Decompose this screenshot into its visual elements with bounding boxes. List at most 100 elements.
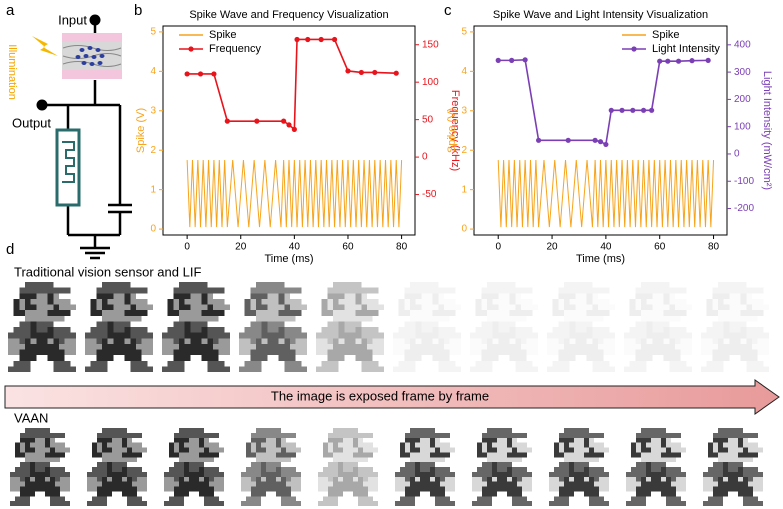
panel-label: c	[444, 2, 452, 19]
series-line	[187, 38, 397, 132]
data-point	[294, 36, 300, 43]
data-point	[640, 107, 647, 113]
x-tick-label: 0	[495, 242, 501, 253]
x-tick-label: 20	[546, 242, 558, 253]
data-point	[197, 71, 204, 77]
y-tick-label: 1	[461, 184, 467, 195]
panel-label: a	[6, 2, 15, 19]
data-point	[509, 57, 515, 63]
output-terminal	[36, 99, 48, 111]
y-tick-label: 0	[461, 224, 467, 235]
panel-label: d	[6, 241, 14, 258]
data-point	[649, 107, 655, 113]
data-point	[535, 137, 542, 143]
y-tick-label: 5	[461, 27, 467, 38]
data-point	[495, 57, 501, 63]
y-tick-label: 4	[461, 66, 467, 77]
y2-tick-label: 300	[734, 67, 751, 78]
chart-title: Spike Wave and Frequency Visualization	[189, 9, 388, 21]
data-point	[619, 107, 625, 113]
y-tick-label: 3	[150, 105, 156, 116]
data-point	[630, 107, 636, 113]
plot-frame	[473, 25, 728, 236]
x-tick-label: 60	[654, 242, 666, 253]
data-point	[305, 36, 311, 43]
data-point	[345, 68, 351, 74]
data-point	[331, 36, 338, 43]
chart-title: Spike Wave and Light Intensity Visualiza…	[493, 9, 708, 21]
y-tick-label: 3	[461, 105, 467, 116]
data-point	[224, 118, 230, 124]
y2-tick-label: 400	[734, 39, 751, 50]
panel-label: b	[134, 2, 142, 19]
y-tick-label: 0	[150, 224, 156, 235]
output-label: Output	[12, 115, 51, 130]
y2-tick-label: -200	[734, 203, 754, 214]
data-point	[358, 69, 364, 76]
data-point	[522, 57, 528, 63]
y2-tick-label: 0	[422, 152, 428, 163]
illumination-label: Illumination	[6, 44, 18, 100]
y2-tick-label: -50	[422, 189, 437, 200]
arrow	[4, 379, 780, 415]
sprite-row	[10, 428, 763, 506]
circuit	[42, 20, 132, 260]
y2-axis-label: Light Intensity (mW/cm²)	[761, 71, 773, 190]
legend-label: Frequency	[209, 43, 261, 55]
x-axis-label: Time (ms)	[576, 253, 625, 265]
x-tick-label: 20	[235, 242, 247, 253]
y2-tick-label: 50	[422, 114, 434, 125]
data-point	[254, 118, 260, 124]
x-tick-label: 60	[342, 242, 354, 253]
data-point	[372, 69, 378, 76]
data-point	[211, 71, 217, 77]
input-terminal	[89, 14, 101, 26]
y2-tick-label: 100	[422, 77, 439, 88]
data-point	[184, 71, 190, 77]
data-point	[675, 58, 682, 64]
y-tick-label: 5	[150, 27, 156, 38]
legend-marker	[631, 46, 637, 52]
arrow-label: The image is exposed frame by frame	[271, 388, 489, 403]
y-tick-label: 1	[150, 184, 156, 195]
legend-marker	[188, 46, 194, 52]
series-line	[498, 59, 709, 146]
data-point	[592, 137, 598, 143]
data-point	[318, 36, 324, 43]
legend-label: Light Intensity	[652, 43, 720, 55]
input-label: Input	[58, 12, 87, 27]
data-point	[608, 107, 614, 113]
y-tick-label: 2	[461, 145, 467, 156]
data-point	[705, 57, 711, 63]
row-label: VAAN	[14, 410, 48, 425]
y2-tick-label: -100	[734, 176, 754, 187]
y2-tick-label: 200	[734, 94, 751, 105]
x-tick-label: 0	[184, 242, 190, 253]
series-line	[497, 160, 715, 228]
legend-label: Spike	[209, 29, 237, 41]
data-point	[281, 118, 287, 124]
x-tick-label: 80	[396, 242, 408, 253]
data-point	[291, 126, 297, 132]
data-point	[565, 137, 571, 143]
y2-tick-label: 100	[734, 121, 751, 132]
data-point	[689, 58, 695, 64]
data-point	[393, 70, 399, 76]
x-tick-label: 40	[289, 242, 301, 253]
y2-axis-label: Frequency (kHz)	[449, 90, 461, 171]
legend-label: Spike	[652, 29, 680, 41]
data-point	[657, 58, 663, 64]
y-tick-label: 2	[150, 145, 156, 156]
x-axis-label: Time (ms)	[264, 253, 313, 265]
x-tick-label: 80	[708, 242, 720, 253]
series-line	[186, 160, 403, 228]
row-label: Traditional vision sensor and LIF	[14, 264, 201, 279]
data-point	[665, 58, 671, 64]
plot-frame	[162, 25, 416, 236]
data-point	[603, 141, 609, 148]
y-axis-label: Spike (V)	[135, 108, 147, 153]
sprite-row	[8, 282, 769, 372]
lightning	[32, 36, 58, 56]
x-tick-label: 40	[600, 242, 612, 253]
